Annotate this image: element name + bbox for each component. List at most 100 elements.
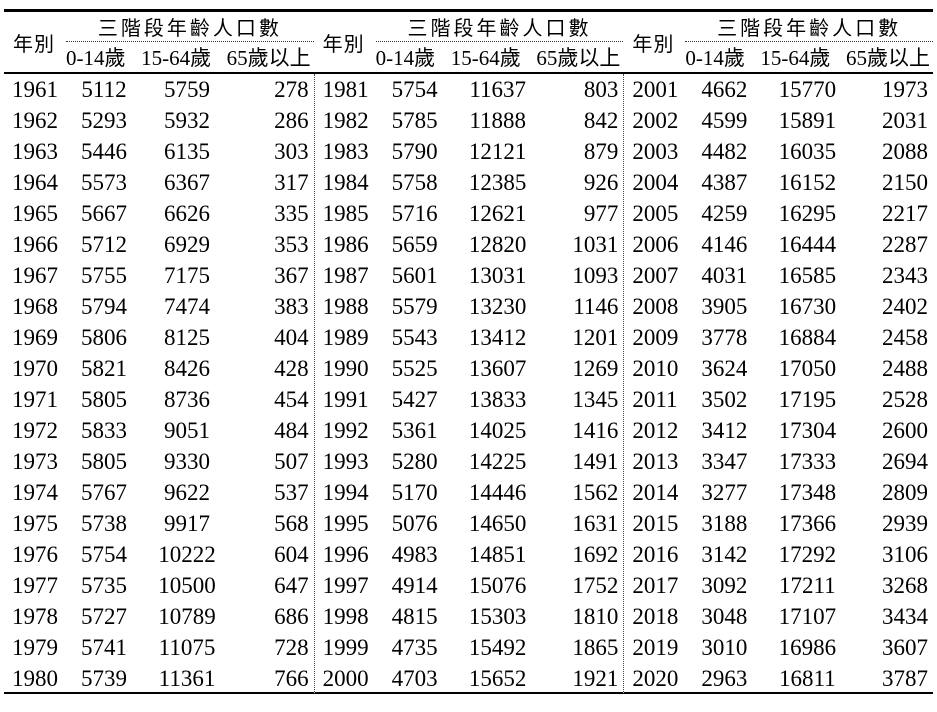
pop-0-14-cell: 5573 [81, 169, 127, 195]
panel-body: 1981 5754 11637 803 1982 5785 11888 842 … [313, 74, 624, 694]
pop-65plus-cell: 2402 [882, 293, 929, 319]
table-row: 1998 4815 15303 1810 [315, 601, 624, 632]
pop-15-64-cell: 13230 [468, 293, 527, 319]
year-cell: 1989 [322, 324, 369, 350]
year-cell: 1990 [322, 355, 369, 381]
pop-15-64-cell: 13833 [468, 386, 527, 412]
pop-65plus-cell: 2217 [882, 200, 929, 226]
year-cell: 1974 [12, 479, 58, 505]
subheader-15-64: 15-64歲 [450, 46, 521, 70]
table-row: 2015 3188 17366 2939 [624, 508, 933, 539]
year-cell: 2003 [632, 138, 679, 164]
table-row: 2001 4662 15770 1973 [624, 74, 933, 105]
year-cell: 1997 [322, 572, 369, 598]
pop-65plus-cell: 1752 [572, 572, 619, 598]
year-cell: 2012 [632, 417, 679, 443]
year-cell: 2001 [632, 76, 679, 102]
pop-15-64-cell: 10789 [158, 603, 216, 629]
pop-65plus-cell: 303 [274, 138, 309, 164]
table-row: 1971 5805 8736 454 [4, 384, 314, 415]
pop-65plus-cell: 1810 [572, 603, 619, 629]
pop-15-64-cell: 16730 [778, 293, 837, 319]
pop-65plus-cell: 317 [274, 169, 309, 195]
table-row: 1994 5170 14446 1562 [315, 477, 624, 508]
pop-15-64-cell: 12385 [468, 169, 527, 195]
pop-15-64-cell: 11361 [158, 665, 216, 691]
table-row: 1963 5446 6135 303 [4, 136, 314, 167]
pop-65plus-cell: 484 [274, 417, 309, 443]
pop-0-14-cell: 5112 [81, 76, 127, 102]
year-cell: 1967 [12, 262, 58, 288]
year-cell: 2016 [632, 541, 679, 567]
table-row: 2007 4031 16585 2343 [624, 260, 933, 291]
year-cell: 1980 [12, 665, 58, 691]
year-cell: 2007 [632, 262, 679, 288]
table-row: 2006 4146 16444 2287 [624, 229, 933, 260]
pop-65plus-cell: 647 [274, 572, 309, 598]
pop-65plus-cell: 3787 [882, 665, 929, 691]
pop-0-14-cell: 5446 [81, 138, 127, 164]
pop-0-14-cell: 4815 [391, 603, 438, 629]
pop-15-64-cell: 12820 [468, 231, 527, 257]
table-row: 1986 5659 12820 1031 [315, 229, 624, 260]
pop-0-14-cell: 5755 [81, 262, 127, 288]
pop-15-64-cell: 5759 [164, 76, 210, 102]
panel-header: 年別 三階段年齡人口數 0-14歲 15-64歲 65歲以上 [4, 12, 314, 74]
pop-65plus-cell: 879 [583, 138, 619, 164]
table-row: 1984 5758 12385 926 [315, 167, 624, 198]
year-cell: 1985 [322, 200, 369, 226]
table-row: 1977 5735 10500 647 [4, 570, 314, 601]
pop-0-14-cell: 5805 [81, 386, 127, 412]
table-row: 2005 4259 16295 2217 [624, 198, 933, 229]
pop-65plus-cell: 686 [274, 603, 309, 629]
pop-15-64-cell: 17292 [778, 541, 837, 567]
year-cell: 1973 [12, 448, 58, 474]
table-row: 1961 5112 5759 278 [4, 74, 314, 105]
year-cell: 2006 [632, 231, 679, 257]
pop-15-64-cell: 15891 [778, 107, 837, 133]
pop-15-64-cell: 7175 [164, 262, 210, 288]
table-panels: 年別 三階段年齡人口數 0-14歲 15-64歲 65歲以上 1961 5112… [4, 12, 934, 694]
pop-0-14-cell: 4914 [391, 572, 438, 598]
pop-65plus-cell: 1491 [572, 448, 619, 474]
pop-65plus-cell: 1345 [572, 386, 619, 412]
pop-15-64-cell: 9051 [164, 417, 210, 443]
table-row: 2018 3048 17107 3434 [624, 601, 933, 632]
pop-0-14-cell: 5754 [81, 541, 127, 567]
pop-15-64-cell: 12621 [468, 200, 527, 226]
pop-15-64-cell: 13607 [468, 355, 527, 381]
pop-65plus-cell: 977 [583, 200, 619, 226]
year-cell: 1986 [322, 231, 369, 257]
pop-65plus-cell: 367 [274, 262, 309, 288]
table-row: 1969 5806 8125 404 [4, 322, 314, 353]
year-cell: 2017 [632, 572, 679, 598]
pop-15-64-cell: 17304 [778, 417, 837, 443]
year-cell: 2005 [632, 200, 679, 226]
group-header-label: 三階段年齡人口數 [685, 12, 934, 42]
pop-0-14-cell: 5833 [81, 417, 127, 443]
pop-65plus-cell: 803 [583, 76, 619, 102]
pop-15-64-cell: 15770 [778, 76, 837, 102]
pop-15-64-cell: 17211 [779, 572, 836, 598]
table-row: 2017 3092 17211 3268 [624, 570, 933, 601]
table-row: 2003 4482 16035 2088 [624, 136, 933, 167]
pop-65plus-cell: 1973 [882, 76, 929, 102]
table-row: 1988 5579 13230 1146 [315, 291, 624, 322]
pop-0-14-cell: 5170 [391, 479, 438, 505]
pop-15-64-cell: 5932 [164, 107, 210, 133]
pop-0-14-cell: 5579 [391, 293, 438, 319]
year-cell: 2004 [632, 169, 679, 195]
year-cell: 1993 [322, 448, 369, 474]
year-column-header: 年別 [632, 33, 675, 56]
pop-15-64-cell: 14650 [468, 510, 527, 536]
pop-0-14-cell: 5767 [81, 479, 127, 505]
pop-15-64-cell: 9622 [164, 479, 210, 505]
pop-0-14-cell: 3502 [701, 386, 748, 412]
table-row: 1966 5712 6929 353 [4, 229, 314, 260]
pop-0-14-cell: 5727 [81, 603, 127, 629]
pop-65plus-cell: 2343 [882, 262, 929, 288]
table-row: 2012 3412 17304 2600 [624, 415, 933, 446]
population-table: 年別 三階段年齡人口數 0-14歲 15-64歲 65歲以上 1961 5112… [4, 9, 934, 694]
year-cell: 1961 [12, 76, 58, 102]
pop-15-64-cell: 15492 [468, 634, 527, 660]
